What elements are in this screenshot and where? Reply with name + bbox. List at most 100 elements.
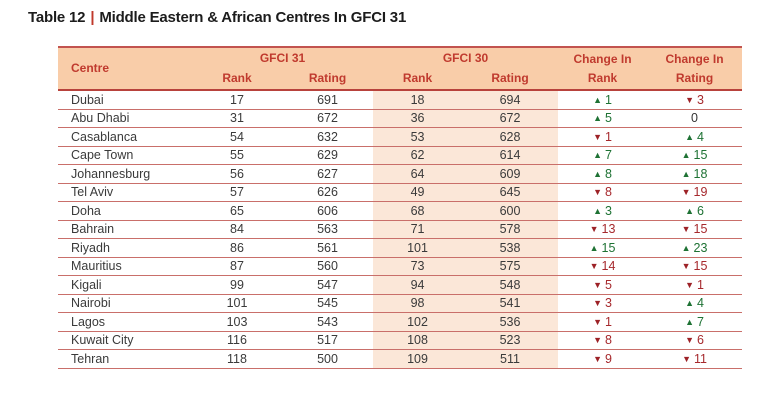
centre-cell: Riyadh (58, 238, 192, 258)
gfci30-rating-cell: 538 (462, 238, 559, 258)
up-arrow-icon: ▲ (593, 94, 603, 105)
gfci31-rank-cell: 116 (192, 331, 282, 350)
centre-cell: Bahrain (58, 220, 192, 239)
change-value: 13 (601, 222, 616, 237)
change-rating-cell: ▲ 23 (647, 238, 743, 258)
gfci31-rating-cell: 561 (282, 238, 374, 258)
change-rating-cell: ▲ 4 (647, 294, 743, 313)
column-group-gfci30: GFCI 30 (373, 47, 559, 68)
change-rank-cell: ▼ 8 (558, 183, 648, 202)
change-rank-cell: ▼ 14 (558, 257, 648, 276)
change-in-rating-label-line2: Rating (675, 70, 714, 85)
gfci30-rating-cell: 628 (462, 127, 559, 147)
change-value: 0 (691, 111, 698, 126)
change-value: 4 (697, 129, 704, 144)
change-rank-cell: ▲ 1 (558, 90, 648, 110)
change-rank-cell: ▲ 15 (558, 238, 648, 258)
gfci31-rank-cell: 55 (192, 146, 282, 165)
down-arrow-icon: ▼ (589, 261, 599, 272)
gfci30-rating-cell: 548 (462, 275, 559, 295)
gfci31-rating-cell: 672 (282, 109, 374, 128)
up-arrow-icon: ▲ (685, 131, 695, 142)
gfci30-rating-cell: 645 (462, 183, 559, 202)
down-arrow-icon: ▼ (682, 353, 691, 364)
gfci30-rank-cell: 53 (373, 127, 463, 147)
change-rank-cell: ▼ 1 (558, 127, 648, 147)
change-value: 7 (605, 148, 612, 163)
change-rating-cell: ▼ 1 (647, 275, 743, 295)
gfci31-rating-cell: 543 (282, 312, 374, 332)
up-arrow-icon: ▲ (681, 150, 691, 161)
gfci30-rank-cell: 108 (373, 331, 463, 350)
gfci30-rank-cell: 18 (373, 90, 463, 110)
column-header-gfci31-rating: Rating (282, 68, 374, 90)
down-arrow-icon: ▼ (685, 279, 695, 290)
gfci30-rank-cell: 49 (373, 183, 463, 202)
gfci31-rating-cell: 500 (282, 349, 374, 369)
gfci31-rank-cell: 87 (192, 257, 282, 276)
up-arrow-icon: ▲ (589, 242, 599, 253)
change-value: 5 (605, 277, 612, 292)
header-row-sub: Rank Rating Rank Rating (58, 68, 742, 90)
gfci31-rank-cell: 56 (192, 164, 282, 184)
gfci31-rank-cell: 103 (192, 312, 282, 332)
gfci30-rating-cell: 575 (462, 257, 559, 276)
up-arrow-icon: ▲ (593, 168, 603, 179)
down-arrow-icon: ▼ (681, 187, 691, 198)
gfci30-rank-cell: 98 (373, 294, 463, 313)
change-value: 3 (697, 92, 704, 107)
change-value: 23 (693, 240, 708, 255)
down-arrow-icon: ▼ (685, 335, 695, 346)
column-header-gfci30-rating: Rating (462, 68, 559, 90)
gfci30-rating-cell: 672 (462, 109, 559, 128)
change-value: 8 (605, 166, 612, 181)
centre-cell: Dubai (58, 90, 192, 110)
gfci30-rank-cell: 73 (373, 257, 463, 276)
table-row: Doha 65 606 68 600 ▲ 3 ▲ 6 (58, 201, 743, 221)
gfci31-rating-cell: 632 (282, 127, 374, 147)
gfci30-rank-cell: 94 (373, 275, 463, 295)
change-value: 1 (697, 277, 704, 292)
change-rating-cell: ▼ 15 (647, 257, 743, 276)
centre-cell: Kigali (58, 275, 192, 295)
gfci30-rank-cell: 101 (373, 238, 463, 258)
gfci31-rating-cell: 691 (282, 90, 374, 110)
gfci31-rating-cell: 629 (282, 146, 374, 165)
gfci31-rank-cell: 65 (192, 201, 282, 221)
gfci-centres-table: Centre GFCI 31 GFCI 30 Change In Rank Ch… (58, 46, 743, 369)
table-row: Nairobi 101 545 98 541 ▼ 3 ▲ 4 (58, 294, 743, 313)
change-value: 14 (601, 259, 616, 274)
gfci31-rating-cell: 545 (282, 294, 374, 313)
down-arrow-icon: ▼ (593, 131, 603, 142)
gfci30-rating-cell: 614 (462, 146, 559, 165)
up-arrow-icon: ▲ (685, 316, 695, 327)
change-rank-cell: ▼ 3 (558, 294, 648, 313)
change-value: 11 (694, 351, 707, 366)
table-row: Cape Town 55 629 62 614 ▲ 7 ▲ 15 (58, 146, 743, 165)
change-rank-cell: ▼ 1 (558, 312, 648, 332)
change-rank-cell: ▼ 13 (558, 220, 648, 239)
down-arrow-icon: ▼ (593, 279, 603, 290)
gfci31-rank-cell: 57 (192, 183, 282, 202)
table-header: Centre GFCI 31 GFCI 30 Change In Rank Ch… (58, 47, 743, 90)
centre-cell: Johannesburg (58, 164, 192, 184)
change-value: 6 (697, 333, 704, 348)
table-row: Kuwait City 116 517 108 523 ▼ 8 ▼ 6 (58, 331, 743, 350)
change-value: 15 (693, 259, 708, 274)
down-arrow-icon: ▼ (681, 224, 691, 235)
centre-cell: Nairobi (58, 294, 192, 313)
change-value: 4 (697, 296, 704, 311)
gfci30-rating-cell: 694 (462, 90, 559, 110)
gfci30-rank-cell: 36 (373, 109, 463, 128)
column-header-gfci31-rank: Rank (192, 68, 282, 90)
column-header-change-in-rating: Change In Rating (647, 47, 743, 90)
gfci31-rating-cell: 563 (282, 220, 374, 239)
change-rank-cell: ▲ 5 (558, 109, 648, 128)
table-row: Riyadh 86 561 101 538 ▲ 15 ▲ 23 (58, 238, 743, 258)
change-rating-cell: ▼ 3 (647, 90, 743, 110)
table-row: Mauritius 87 560 73 575 ▼ 14 ▼ 15 (58, 257, 743, 276)
gfci31-rank-cell: 99 (192, 275, 282, 295)
change-value: 7 (697, 314, 704, 329)
gfci31-rank-cell: 84 (192, 220, 282, 239)
centre-cell: Kuwait City (58, 331, 192, 350)
